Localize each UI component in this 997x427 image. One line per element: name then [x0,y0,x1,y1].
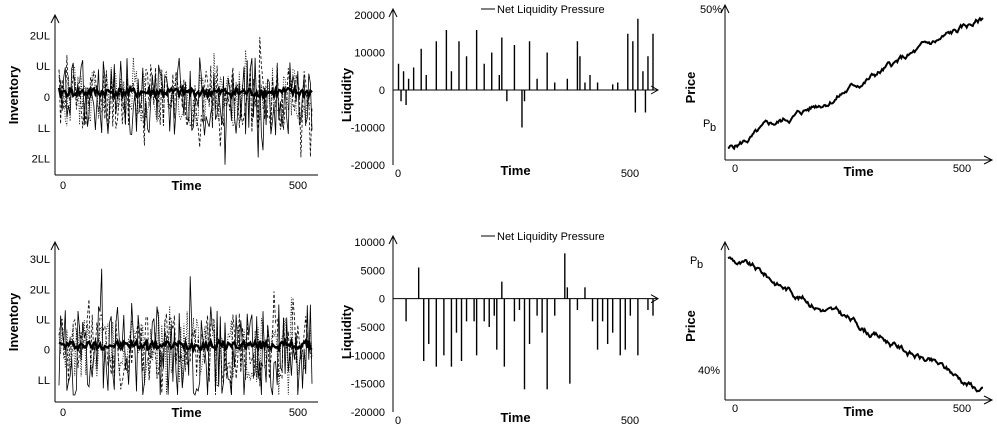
inventory-series-line [58,337,313,354]
y-axis-label: Liquidity [339,304,354,359]
inventory-panel-0: 2UL UL 0 LL 2LL 0 500 Time Inventory [6,13,318,193]
y-tick-label: -15000 [351,379,385,391]
x-axis-label: Time [843,164,873,179]
x-tick-label: 0 [395,168,401,180]
price-x-arrow [983,395,994,405]
y-tick-label: 10000 [354,48,385,60]
y-tick-label: -10000 [351,123,385,135]
y-tick-subscript: b [697,259,703,271]
inventory-y-arrow [50,240,60,251]
liquidity-panel-0: 20000 10000 0 -10000 -20000 Net Liquidity Pre… [339,4,660,180]
inventory-series-line [58,36,313,158]
x-tick-label: 500 [621,415,639,427]
x-axis-label: Time [843,404,873,419]
x-tick-label: 500 [621,168,639,180]
y-tick-label: 0 [44,345,50,357]
y-tick-label: UL [36,61,50,73]
y-tick-label: -20000 [351,160,385,172]
y-tick-subscript: b [710,122,716,134]
inventory-series-line [58,291,313,396]
x-tick-label: 0 [60,180,66,192]
price-line [727,16,984,151]
y-tick-label: 0 [379,85,385,97]
inventory-y-arrow [50,13,60,24]
liquidity-y-arrow [388,234,398,245]
y-tick-label: 10000 [354,237,385,249]
x-tick-label: 500 [953,403,971,415]
liquidity-y-arrow [388,7,398,18]
y-axis-label: Inventory [6,292,21,351]
legend-label: Net Liquidity Pressure [497,231,605,243]
price-panel-0: 50% P b 0 500 Time Price [683,3,994,179]
inventory-series-line [58,57,313,165]
x-axis-label: Time [171,178,201,193]
price-x-arrow [983,155,994,165]
y-tick-label: 0 [44,92,50,104]
x-axis-label: Time [500,163,530,178]
x-tick-label: 500 [953,163,971,175]
y-axis-label: Liquidity [339,67,354,122]
legend-label: Net Liquidity Pressure [497,4,605,16]
price-y-arrow [720,3,730,14]
y-axis-label: Inventory [6,65,21,124]
x-axis-label: Time [500,410,530,425]
y-tick-label: LL [38,375,50,387]
x-tick-label: 500 [289,407,307,419]
y-tick-label: 20000 [354,10,385,22]
x-tick-label: 0 [732,403,738,415]
y-tick-label: -20000 [351,407,385,419]
y-tick-label: 3UL [30,254,50,266]
x-tick-label: 0 [732,163,738,175]
price-line [727,256,984,393]
x-tick-label: 0 [60,407,66,419]
x-axis-label: Time [171,405,201,420]
y-tick-label: P [690,255,697,267]
y-tick-label: P [703,118,710,130]
y-tick-label: 2LL [32,154,50,166]
price-y-arrow [720,240,730,251]
y-tick-label: UL [36,314,50,326]
y-tick-label: -5000 [357,322,385,334]
inventory-series-line [58,268,313,396]
y-axis-label: Price [683,72,698,104]
y-tick-label: 5000 [361,265,385,277]
y-tick-label: 40% [698,365,720,377]
inventory-series-line [57,84,313,101]
y-axis-label: Price [683,310,698,342]
y-tick-label: 2UL [30,30,50,42]
y-tick-label: 2UL [30,284,50,296]
x-tick-label: 500 [289,180,307,192]
y-tick-label: 50% [700,4,722,16]
x-tick-label: 0 [395,415,401,427]
y-tick-label: -10000 [351,350,385,362]
y-tick-label: LL [38,123,50,135]
y-tick-label: 0 [379,294,385,306]
inventory-panel-1: 3UL 2UL UL 0 LL 0 500 Time Inventory [6,240,318,420]
